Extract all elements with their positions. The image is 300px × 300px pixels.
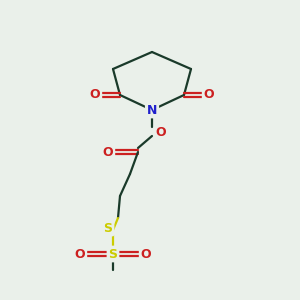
Text: O: O: [90, 88, 100, 101]
Text: O: O: [156, 125, 166, 139]
Text: O: O: [103, 146, 113, 158]
Text: O: O: [204, 88, 214, 101]
Text: N: N: [147, 103, 157, 116]
Text: S: S: [109, 248, 118, 260]
Text: S: S: [103, 221, 112, 235]
Text: O: O: [141, 248, 151, 260]
Text: O: O: [75, 248, 85, 260]
